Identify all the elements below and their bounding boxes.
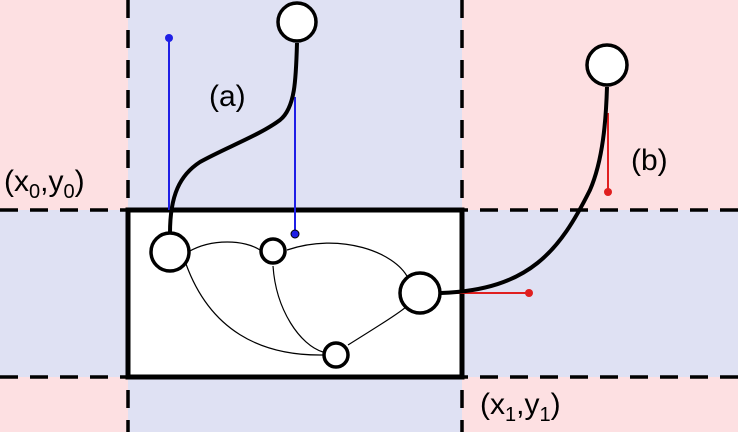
node-right <box>398 271 442 315</box>
edge-n1-n4 <box>185 263 324 356</box>
label-corner-bottom-right: (x1,y1) <box>480 388 561 426</box>
edge-n2-n3 <box>286 242 409 279</box>
projection-dot-a1 <box>165 34 173 42</box>
edge-n2-n4 <box>272 265 324 353</box>
region-bottom-right <box>462 377 738 432</box>
region-bottom-center <box>128 377 462 432</box>
projection-dot-b1 <box>604 188 612 196</box>
node-top-b <box>585 43 629 87</box>
region-bottom-left <box>0 377 128 432</box>
node-left <box>149 231 191 273</box>
edge-n1-n2 <box>187 241 261 253</box>
nodes <box>149 1 629 369</box>
edge-a <box>168 42 299 234</box>
label-corner-top-left: (x0,y0) <box>4 165 85 203</box>
projection-dot-a2 <box>290 229 300 239</box>
node-top-a <box>276 1 318 43</box>
projections-blue <box>168 38 296 234</box>
thick-edges <box>168 42 609 295</box>
node-upper-middle <box>259 237 287 265</box>
region-top-right <box>462 0 738 210</box>
label-edge-a: (a) <box>209 80 246 113</box>
region-middle-left <box>0 210 128 377</box>
region-top-left <box>0 0 128 210</box>
edge-b <box>440 86 609 295</box>
label-edge-b: (b) <box>631 144 668 177</box>
node-bottom <box>322 341 350 369</box>
projection-dot-b2 <box>525 289 533 297</box>
